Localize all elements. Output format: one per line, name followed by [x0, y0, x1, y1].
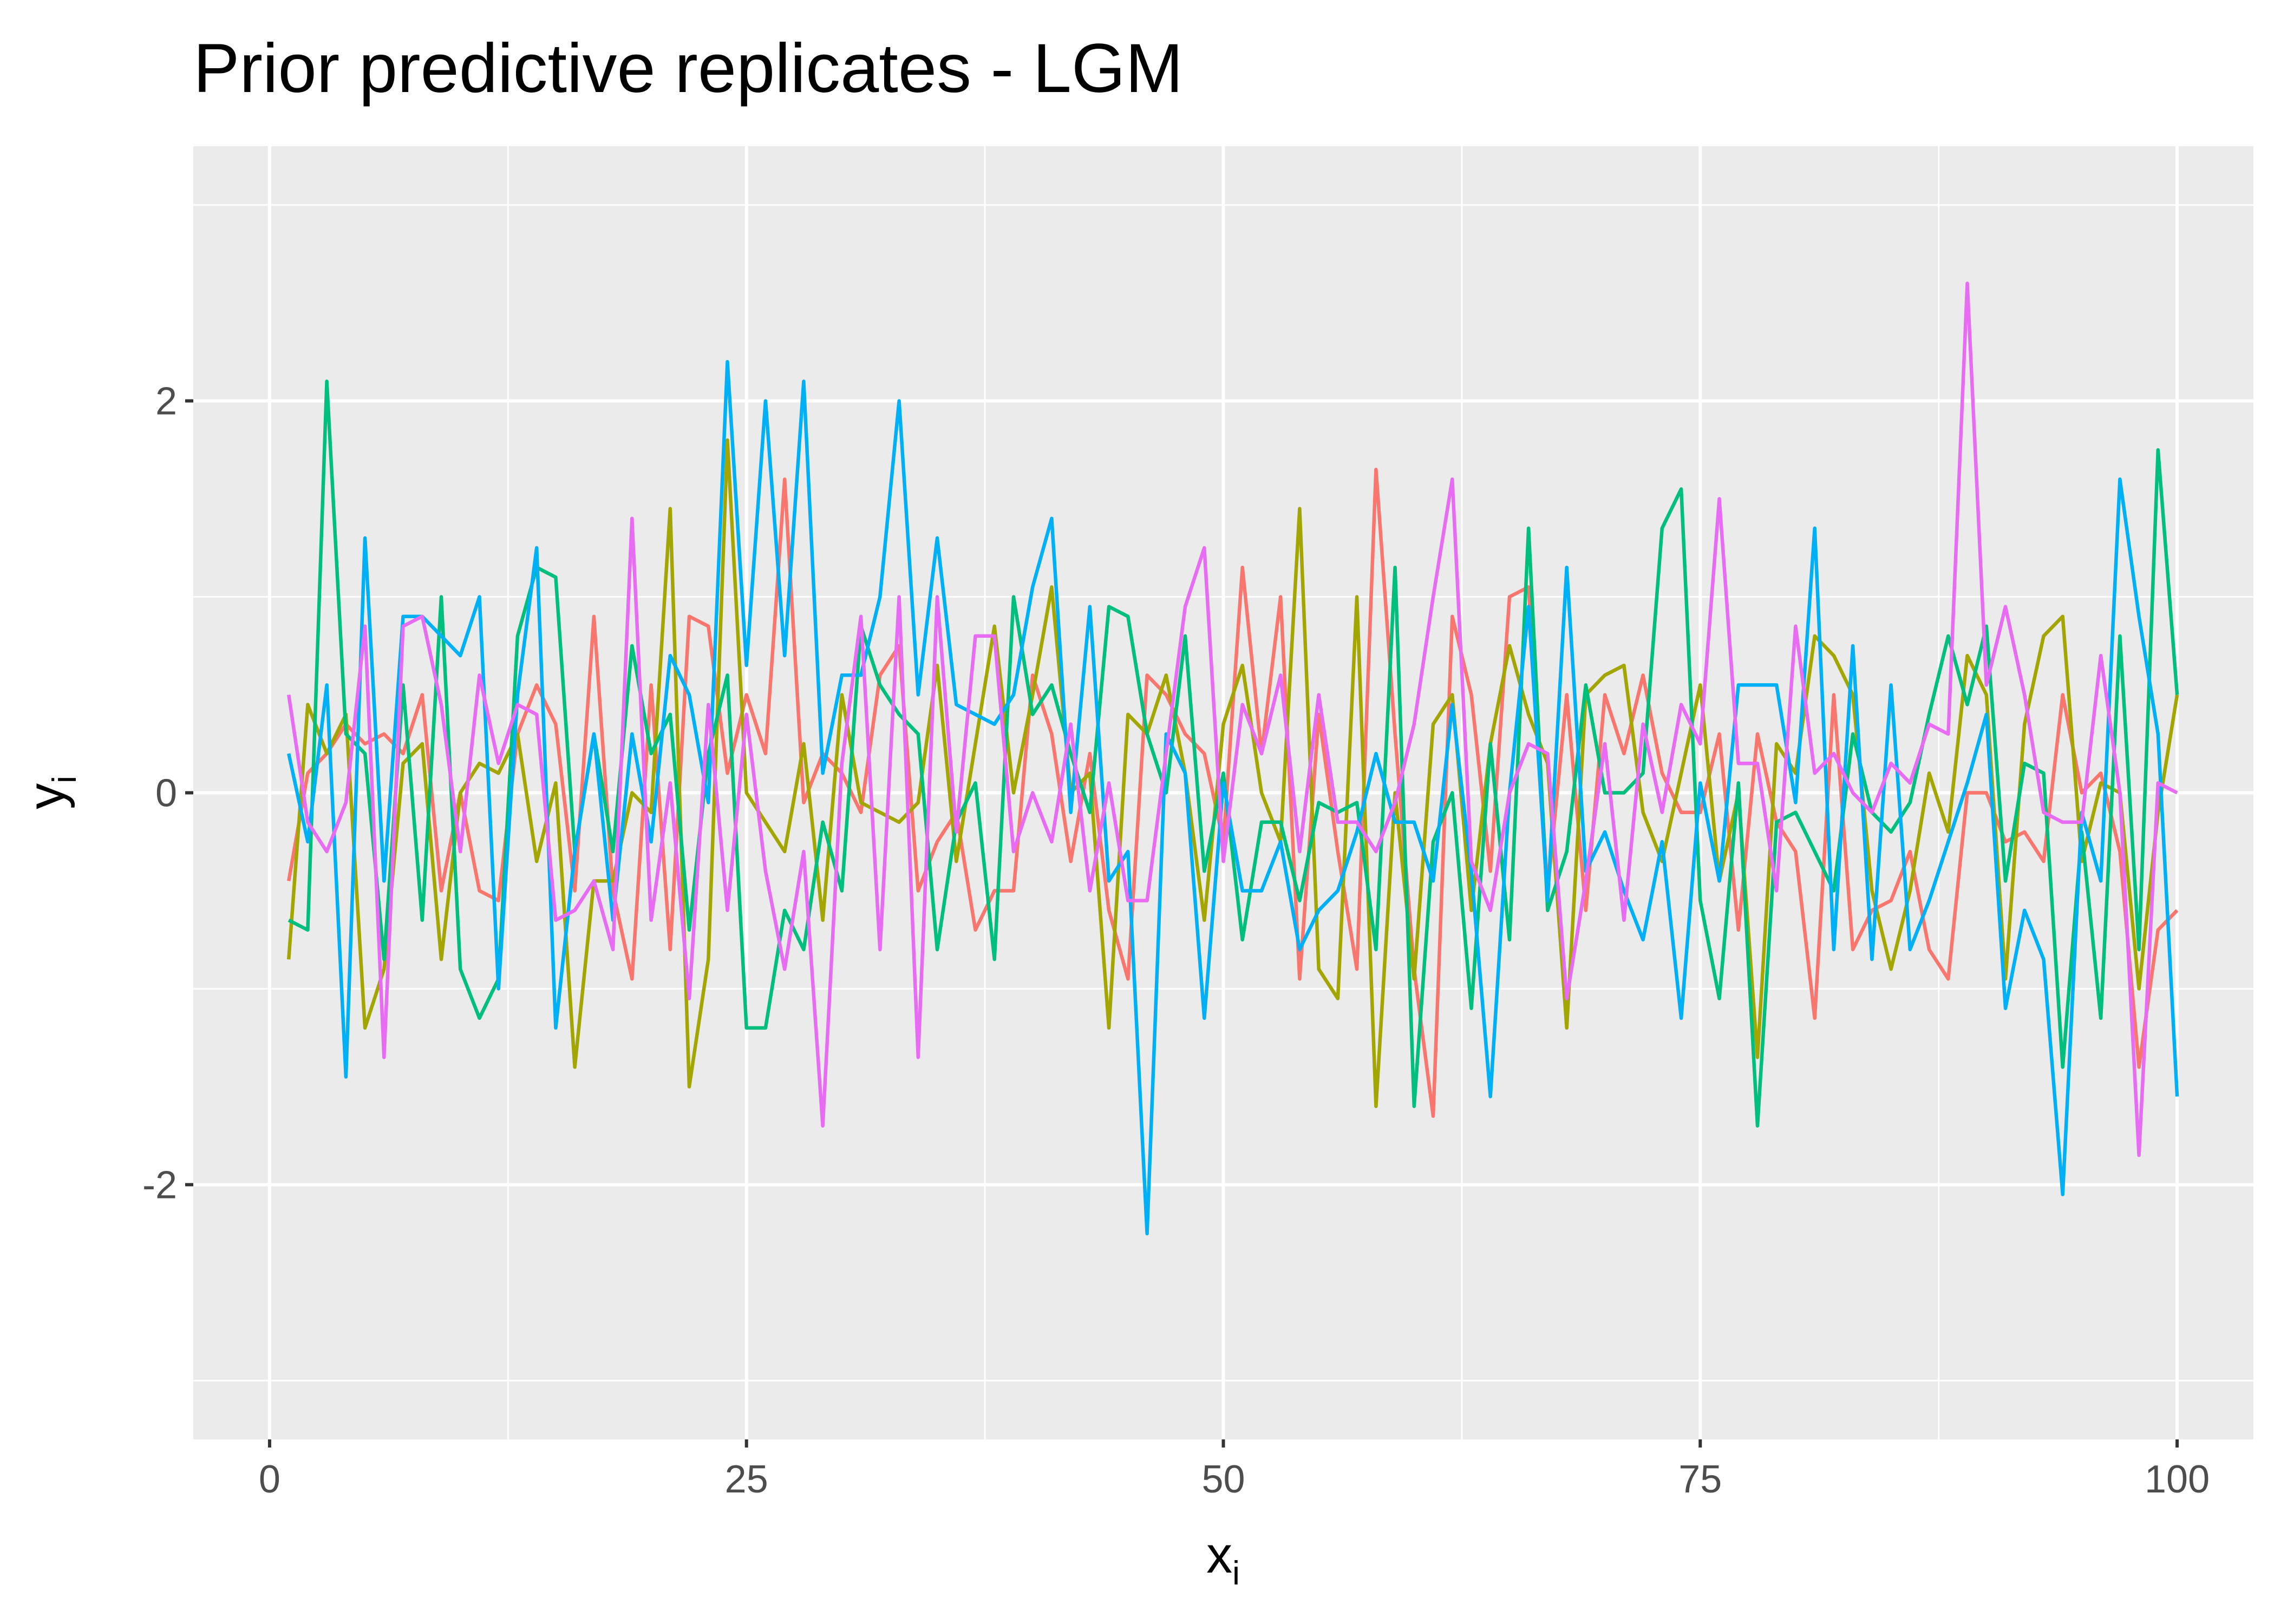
chart-title: Prior predictive replicates - LGM: [193, 30, 1183, 107]
axis-ticks: [185, 399, 2179, 1448]
series-lines: [286, 281, 2179, 1236]
x-tick-label: 100: [2145, 1458, 2210, 1501]
series-line-1: [286, 468, 2179, 1118]
x-tick-label: 25: [725, 1458, 768, 1501]
series-line-3: [287, 379, 2179, 1128]
y-axis-title-base: y: [17, 783, 75, 809]
x-axis-title: xi: [1206, 1526, 1240, 1592]
y-axis-title-subscript: i: [46, 776, 83, 783]
series-line-5: [286, 281, 2178, 1157]
y-tick-label: -2: [142, 1163, 177, 1207]
x-axis-title-base: x: [1206, 1526, 1232, 1584]
tick-labels: 0 25 50 75 100 -2 0 2: [142, 380, 2210, 1501]
x-tick-label: 75: [1678, 1458, 1722, 1501]
y-axis-title: yi: [17, 776, 83, 809]
x-tick-label: 0: [259, 1458, 280, 1501]
x-axis-title-subscript: i: [1232, 1555, 1240, 1592]
y-tick-label: 0: [155, 772, 177, 815]
x-tick-label: 50: [1201, 1458, 1245, 1501]
y-tick-label: 2: [155, 380, 177, 423]
